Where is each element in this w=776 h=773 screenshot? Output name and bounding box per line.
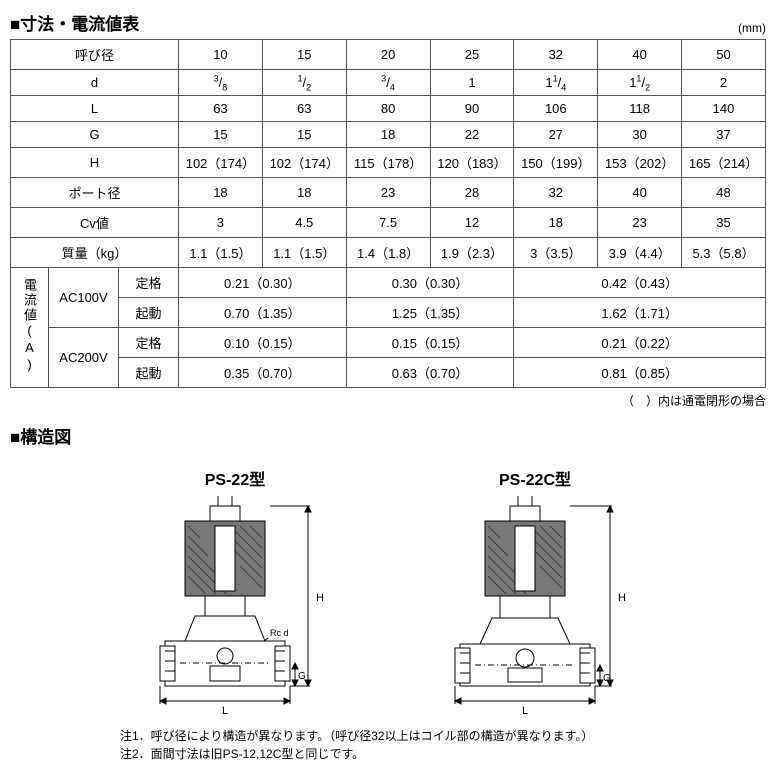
size-4: 32: [514, 40, 598, 70]
size-5: 40: [598, 40, 682, 70]
svg-text:H: H: [618, 592, 626, 604]
hdr-ac100: AC100V: [49, 268, 119, 328]
model2-label: PS-22C型: [430, 466, 640, 490]
hdr-nominal: 呼び径: [11, 40, 179, 70]
svg-text:L: L: [222, 705, 228, 716]
hdr-rated: 定格: [119, 268, 179, 298]
diagram-ps22c: H G L: [430, 496, 640, 716]
hdr-H: H: [11, 148, 179, 178]
diagram-ps22: Rc d H G: [130, 496, 340, 716]
hdr-ac200: AC200V: [49, 328, 119, 388]
d-6: 2: [682, 70, 766, 96]
d-0: 3/8: [179, 70, 263, 96]
hdr-G: G: [11, 122, 179, 148]
hdr-start: 起動: [119, 298, 179, 328]
diagram-title: ■構造図: [10, 423, 71, 448]
model1-label: PS-22型: [130, 466, 340, 490]
size-2: 20: [346, 40, 430, 70]
hdr-L: L: [11, 96, 179, 122]
table-footnote: （ ）内は通電閉形の場合: [10, 392, 766, 409]
d-1: 1/2: [262, 70, 346, 96]
svg-text:G: G: [603, 673, 611, 684]
d-4: 11/4: [514, 70, 598, 96]
table-title: ■寸法・電流値表: [10, 10, 139, 35]
svg-text:G: G: [298, 671, 306, 682]
footnote-1: 注1．呼び径により構造が異なります。（呼び径32以上はコイル部の構造が異なります…: [120, 727, 766, 745]
d-2: 3/4: [346, 70, 430, 96]
size-1: 15: [262, 40, 346, 70]
hdr-current: 電流値(A): [11, 268, 49, 388]
size-0: 10: [179, 40, 263, 70]
size-6: 50: [682, 40, 766, 70]
spec-table: 呼び径 10 15 20 25 32 40 50 d 3/8 1/2 3/4 1…: [10, 39, 766, 388]
hdr-mass: 質量（kg）: [11, 238, 179, 268]
svg-text:Rc d: Rc d: [270, 628, 289, 638]
footnote-2: 注2．面間寸法は旧PS-12,12C型と同じです。: [120, 745, 766, 763]
hdr-d: d: [11, 70, 179, 96]
hdr-port: ポート径: [11, 178, 179, 208]
d-5: 11/2: [598, 70, 682, 96]
d-3: 1: [430, 70, 514, 96]
size-3: 25: [430, 40, 514, 70]
unit-label: (mm): [738, 21, 766, 35]
hdr-cv: Cv値: [11, 208, 179, 238]
svg-text:H: H: [316, 592, 324, 604]
svg-text:L: L: [522, 705, 528, 716]
